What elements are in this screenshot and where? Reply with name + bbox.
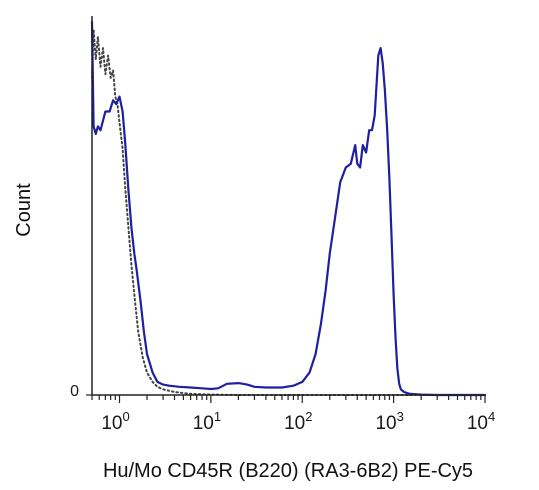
series-line-dotted — [91, 28, 486, 396]
x-tick-label: 102 — [284, 409, 312, 434]
y-tick-label: 0 — [70, 383, 79, 400]
x-tick-label: 104 — [467, 409, 495, 434]
x-tick-label: 100 — [101, 409, 129, 434]
x-axis-title: Hu/Mo CD45R (B220) (RA3-6B2) PE-Cy5 — [103, 460, 473, 482]
x-tick-label: 103 — [375, 409, 403, 434]
series-layer — [90, 20, 487, 397]
axis-layer: 100 101 102 103 104 0 — [70, 16, 495, 434]
x-tick-label: 101 — [193, 409, 221, 434]
series-line-solid — [90, 20, 487, 397]
y-axis-title: Count — [13, 183, 35, 237]
